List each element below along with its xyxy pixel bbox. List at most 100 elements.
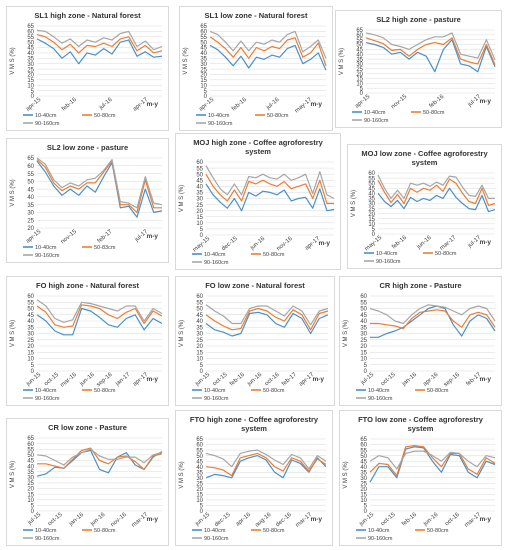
x-axis-label: m-y	[479, 516, 491, 523]
y-tick-label: 25	[27, 67, 34, 73]
x-tick-label: dec-15	[214, 512, 232, 529]
chart-title: FTO low zone - Coffee agroforestry	[358, 415, 484, 424]
y-tick-label: 10	[27, 83, 34, 89]
y-tick-label: 30	[27, 62, 34, 68]
y-tick-label: 50	[200, 40, 207, 46]
y-tick-label: 50	[196, 454, 203, 460]
y-tick-label: 45	[27, 459, 34, 465]
series-line-1	[36, 160, 163, 218]
y-tick-label: 30	[196, 332, 203, 338]
series-line-1	[209, 44, 327, 71]
chart-svg: MOJ high zone - Coffee agroforestrysyste…	[179, 138, 335, 266]
chart-title: FTO high zone - Coffee agroforestry	[190, 415, 319, 424]
y-tick-label: 25	[356, 67, 363, 73]
legend-label: 10-40cm	[35, 245, 57, 251]
series-line-2	[205, 307, 329, 331]
chart-svg: FO high zone - Natural forest05101520253…	[10, 281, 163, 402]
x-tick-label: apr-16	[235, 512, 253, 528]
legend-label: 10-40cm	[35, 113, 57, 119]
chart-title: SL2 high zone - pasture	[376, 15, 461, 24]
y-tick-label: 0	[372, 232, 376, 238]
y-tick-label: 20	[368, 212, 375, 218]
y-tick-label: 45	[27, 46, 34, 52]
x-tick-label: sep-16	[443, 372, 461, 389]
y-tick-label: 20	[200, 73, 207, 79]
legend-label: 50-80cm	[267, 113, 289, 119]
y-tick-label: 0	[204, 94, 208, 100]
series-line-2	[370, 309, 496, 330]
y-tick-label: 0	[364, 369, 368, 375]
y-tick-label: 20	[356, 72, 363, 78]
y-tick-label: 15	[200, 78, 207, 84]
y-tick-label: 65	[200, 24, 207, 30]
y-tick-label: 65	[356, 28, 363, 34]
y-tick-label: 45	[196, 313, 203, 319]
y-tick-label: 25	[27, 481, 34, 487]
legend-label: 90-160cm	[35, 253, 60, 259]
y-tick-label: 55	[27, 300, 34, 306]
legend-label: 10-40cm	[204, 252, 226, 258]
series-line-1	[36, 38, 163, 65]
y-tick-label: 40	[360, 465, 367, 471]
legend-label: 50-80cm	[427, 528, 449, 534]
x-tick-label: mar-17	[439, 235, 458, 252]
chart-svg: FO low zone - Natural forest 051015202530…	[179, 281, 329, 402]
y-tick-label: 20	[360, 487, 367, 493]
legend-label: 50-80cm	[263, 252, 285, 258]
y-tick-label: 65	[196, 437, 203, 443]
x-axis-label: m-y	[479, 376, 491, 383]
x-tick-label: oct-15	[380, 372, 397, 388]
y-tick-label: 25	[200, 67, 207, 73]
legend-label: 50-80cm	[427, 388, 449, 394]
y-tick-label: 60	[27, 164, 34, 170]
y-tick-label: 25	[196, 338, 203, 344]
y-tick-label: 35	[196, 325, 203, 331]
x-tick-label: feb-16	[231, 97, 248, 113]
chart-svg: CR low zone - Pasture0510152025303540455…	[10, 423, 163, 542]
y-tick-label: 35	[356, 57, 363, 63]
y-tick-label: 40	[360, 319, 367, 325]
legend-label: 50-80cm	[423, 110, 445, 116]
y-axis-label: V M S (%)	[10, 47, 16, 74]
y-tick-label: 20	[27, 344, 34, 350]
y-tick-label: 45	[356, 48, 363, 54]
y-tick-label: 15	[196, 493, 203, 499]
y-tick-label: 40	[196, 465, 203, 471]
y-tick-label: 45	[360, 459, 367, 465]
series-line-3	[369, 450, 496, 470]
series-line-3	[377, 174, 495, 200]
x-tick-label: oct-16	[264, 372, 281, 388]
y-axis-label: V M S (%)	[339, 48, 345, 75]
chart-title: CR low zone - Pasture	[48, 423, 127, 432]
series-line-2	[36, 34, 163, 54]
y-tick-label: 45	[368, 186, 375, 192]
y-tick-label: 60	[27, 30, 34, 36]
legend-label: 10-40cm	[204, 528, 226, 534]
legend-label: 50-80cm	[94, 388, 116, 394]
y-axis-label: V M S (%)	[10, 461, 16, 488]
y-tick-label: 55	[360, 300, 367, 306]
y-tick-label: 35	[27, 325, 34, 331]
y-tick-label: 15	[27, 350, 34, 356]
y-tick-label: 40	[196, 319, 203, 325]
series-line-1	[369, 446, 496, 483]
x-axis-label: m-y	[146, 101, 158, 108]
y-tick-label: 40	[27, 195, 34, 201]
y-tick-label: 5	[200, 227, 204, 233]
y-axis-label: V M S (%)	[179, 185, 185, 212]
y-tick-label: 20	[196, 487, 203, 493]
x-axis-label: m-y	[146, 516, 158, 523]
y-tick-label: 45	[27, 187, 34, 193]
legend-label: 50-80cm	[94, 113, 116, 119]
y-tick-label: 30	[356, 62, 363, 68]
legend-label: 10-40cm	[35, 528, 57, 534]
chart-svg: SL2 high zone - pasture 05101520253035404…	[339, 15, 496, 124]
y-tick-label: 25	[196, 203, 203, 209]
y-tick-label: 40	[356, 52, 363, 58]
chart-panel-3: SL2 high zone - pasture 0 5 10 15 20 25 30 35 40 4…	[335, 10, 502, 128]
x-tick-label: mar-16	[60, 372, 79, 389]
y-tick-label: 5	[31, 363, 35, 369]
y-tick-label: 40	[200, 51, 207, 57]
legend-label: 90-160cm	[204, 260, 229, 266]
y-tick-label: 60	[196, 160, 203, 166]
